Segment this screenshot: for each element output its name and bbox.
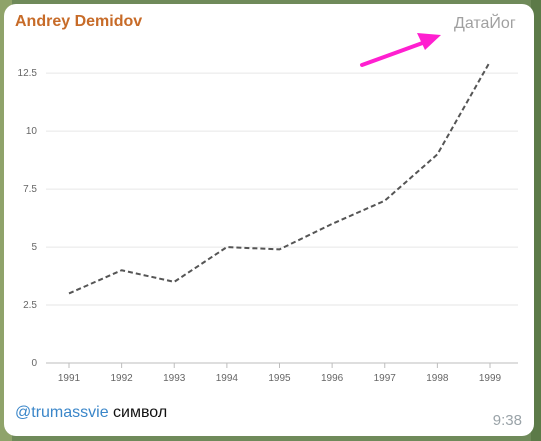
chart-watermark: ДатаЙог (454, 15, 516, 32)
caption-text: символ (108, 404, 168, 421)
x-tick-label: 1992 (111, 373, 134, 384)
y-axis-ticks: 0 2.5 5 7.5 10 12.5 (18, 68, 38, 369)
chat-background-right (531, 0, 541, 441)
message-caption: @trumassvie символ (15, 404, 167, 422)
x-tick-label: 1994 (216, 373, 239, 384)
chart-grid (46, 72, 518, 364)
y-tick-label: 5 (31, 242, 37, 253)
x-tick-label: 1998 (426, 373, 449, 384)
x-tick-label: 1993 (163, 373, 186, 384)
y-tick-label: 10 (26, 126, 38, 137)
message-time: 9:38 (492, 412, 522, 429)
x-tick-label: 1995 (268, 373, 291, 384)
series-line (68, 61, 491, 295)
user-mention-link[interactable]: @trumassvie (15, 404, 109, 421)
y-tick-label: 7.5 (23, 184, 37, 195)
x-axis-ticks: 1991 1992 1993 1994 1995 1996 1997 1998 1999 (58, 363, 502, 384)
sender-name[interactable]: Andrey Demidov (15, 13, 143, 30)
x-tick-label: 1997 (374, 373, 397, 384)
y-tick-label: 0 (31, 358, 37, 369)
y-tick-label: 2.5 (23, 300, 37, 311)
x-tick-label: 1991 (58, 373, 81, 384)
pink-arrow-icon (360, 33, 441, 67)
x-tick-label: 1996 (321, 373, 344, 384)
x-tick-label: 1999 (479, 373, 502, 384)
chart-series (68, 61, 491, 295)
message-bubble[interactable]: Andrey Demidov ДатаЙог 0 2.5 5 7.5 10 12.5 19… (4, 4, 534, 436)
y-tick-label: 12.5 (18, 68, 38, 79)
